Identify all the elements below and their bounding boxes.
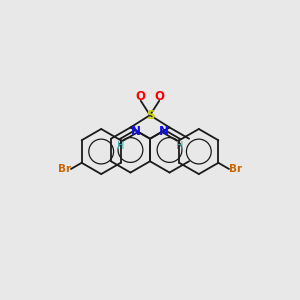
Text: S: S: [146, 109, 154, 122]
Text: Br: Br: [229, 164, 242, 174]
Text: N: N: [159, 124, 169, 137]
Text: H: H: [117, 141, 124, 152]
Text: N: N: [131, 124, 141, 137]
Text: Br: Br: [58, 164, 71, 174]
Text: O: O: [154, 90, 164, 103]
Text: H: H: [176, 141, 183, 152]
Text: O: O: [136, 90, 146, 103]
